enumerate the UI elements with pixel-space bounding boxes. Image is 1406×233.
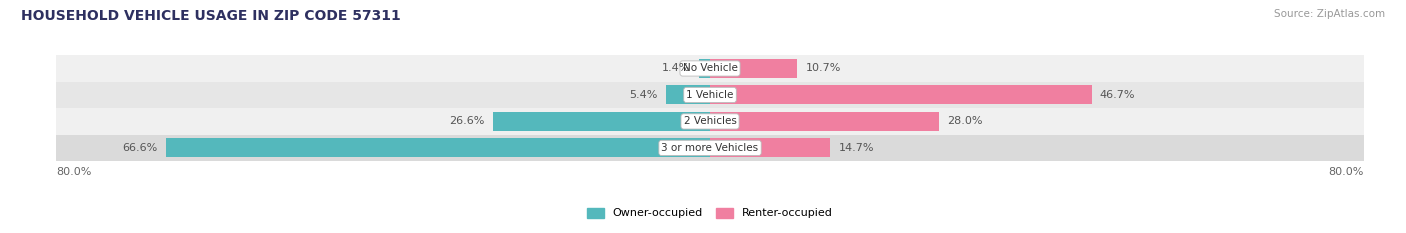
Text: Source: ZipAtlas.com: Source: ZipAtlas.com [1274, 9, 1385, 19]
Text: 1.4%: 1.4% [662, 63, 690, 73]
Text: 1 Vehicle: 1 Vehicle [686, 90, 734, 100]
Bar [666, 86, 710, 104]
Bar [710, 138, 830, 158]
Text: 80.0%: 80.0% [56, 167, 91, 177]
Bar [492, 112, 710, 131]
Bar [166, 138, 710, 158]
Bar [710, 59, 797, 78]
Text: 80.0%: 80.0% [1329, 167, 1364, 177]
Bar [56, 135, 1364, 161]
Bar [56, 82, 1364, 108]
Bar [56, 108, 1364, 135]
Bar [56, 55, 1364, 82]
Text: No Vehicle: No Vehicle [682, 63, 738, 73]
Text: 2 Vehicles: 2 Vehicles [683, 116, 737, 127]
Text: HOUSEHOLD VEHICLE USAGE IN ZIP CODE 57311: HOUSEHOLD VEHICLE USAGE IN ZIP CODE 5731… [21, 9, 401, 23]
Bar [710, 86, 1091, 104]
Bar [699, 59, 710, 78]
Text: 46.7%: 46.7% [1099, 90, 1136, 100]
Text: 10.7%: 10.7% [806, 63, 841, 73]
Text: 14.7%: 14.7% [838, 143, 875, 153]
Text: 26.6%: 26.6% [449, 116, 485, 127]
Text: 5.4%: 5.4% [630, 90, 658, 100]
Legend: Owner-occupied, Renter-occupied: Owner-occupied, Renter-occupied [583, 203, 837, 223]
Text: 66.6%: 66.6% [122, 143, 157, 153]
Text: 28.0%: 28.0% [948, 116, 983, 127]
Bar [710, 112, 939, 131]
Text: 3 or more Vehicles: 3 or more Vehicles [661, 143, 759, 153]
